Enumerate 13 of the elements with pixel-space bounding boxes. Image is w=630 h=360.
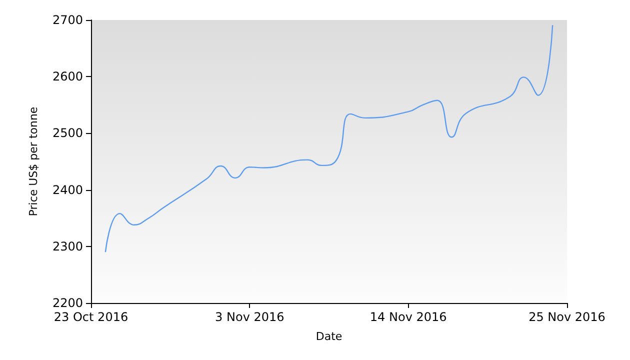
y-axis-title: Price US$ per tonne [27,106,40,216]
y-tick-label: 2500 [52,126,83,140]
y-tick-label: 2600 [52,70,83,84]
x-tick-label: 3 Nov 2016 [215,310,284,324]
x-axis-title: Date [316,330,342,343]
x-tick-label: 25 Nov 2016 [528,310,606,324]
line-series [104,24,554,253]
y-tick-label: 2700 [52,13,83,27]
y-tick-label: 2400 [52,182,83,197]
x-tick-label: 14 Nov 2016 [370,310,447,324]
y-tick-label: 2300 [52,239,83,254]
x-tick-label: 23 Oct 2016 [54,310,128,324]
y-tick-label: 2200 [52,296,83,310]
